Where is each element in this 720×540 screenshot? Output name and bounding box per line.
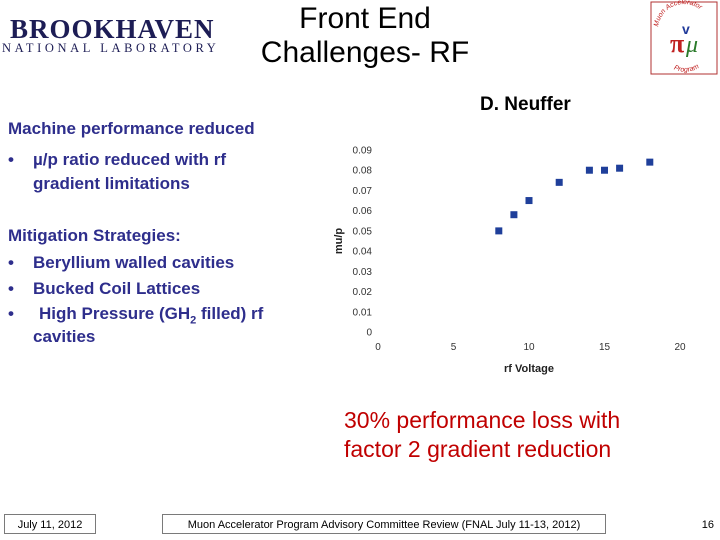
svg-text:Program: Program	[673, 63, 701, 74]
y-tick-label: 0.07	[353, 186, 373, 197]
y-tick-label: 0.05	[353, 226, 373, 237]
mitigation-heading: Mitigation Strategies:	[8, 226, 181, 245]
y-tick-label: 0.01	[353, 307, 373, 318]
bullet-marker: •	[8, 304, 14, 323]
x-tick-label: 10	[523, 342, 535, 353]
bullet-marker: •	[8, 150, 14, 169]
author-name: D. Neuffer	[480, 94, 571, 115]
bullet-marker: •	[8, 253, 14, 272]
data-point	[555, 178, 563, 186]
y-tick-label: 0.08	[353, 166, 373, 177]
svg-text:v: v	[682, 21, 690, 37]
y-tick-label: 0.06	[353, 206, 373, 217]
data-point	[525, 197, 533, 205]
performance-heading: Machine performance reduced	[8, 119, 255, 138]
mitigation-item-high-pressure: High Pressure (GH2 filled) rf	[39, 304, 264, 327]
x-tick-label: 15	[599, 342, 611, 353]
svg-text:μ: μ	[685, 32, 698, 58]
muon-accelerator-program-logo: Muon Accelerator π μ v Program	[650, 0, 718, 75]
slide-title-line1: Front End	[299, 2, 431, 35]
data-point	[495, 227, 503, 235]
svg-text:π: π	[670, 29, 684, 58]
y-tick-label: 0	[366, 328, 372, 339]
bullet-text-line2: gradient limitations	[33, 174, 190, 193]
page-number: 16	[701, 519, 714, 531]
mitigation-item-high-pressure-line2: cavities	[33, 327, 96, 346]
data-point	[585, 166, 593, 174]
slide-title-line2: Challenges- RF	[260, 36, 470, 69]
data-point	[616, 164, 624, 172]
data-point	[601, 166, 608, 174]
conclusion-line2: factor 2 gradient reduction	[344, 436, 612, 462]
conclusion-text: 30% performance loss with factor 2 gradi…	[344, 406, 620, 464]
y-tick-label: 0.02	[353, 287, 373, 298]
data-point	[646, 158, 654, 166]
mitigation-item-bucked-coil: Bucked Coil Lattices	[33, 279, 201, 298]
x-tick-label: 0	[375, 342, 381, 353]
y-tick-label: 0.09	[353, 146, 373, 157]
y-tick-label: 0.04	[353, 247, 373, 258]
bullet-marker: •	[8, 279, 14, 298]
y-axis-label: mu/p	[333, 228, 345, 255]
mu-p-vs-rf-voltage-chart: 0 0.01 0.02 0.03 0.04 0.05 0.06 0.07 0.08 0.09 0 5 1…	[333, 146, 686, 376]
brookhaven-logo-name: BROOKHAVEN	[10, 14, 215, 44]
mitigation-item-beryllium: Beryllium walled cavities	[33, 253, 235, 272]
data-point	[510, 211, 518, 219]
y-tick-label: 0.03	[353, 267, 373, 278]
bullet-text-line1: µ/p ratio reduced with rf	[33, 150, 227, 169]
x-axis-label: rf Voltage	[504, 363, 554, 375]
x-tick-label: 5	[451, 342, 457, 353]
brookhaven-logo-subtitle: NATIONAL LABORATORY	[2, 41, 220, 55]
x-tick-label: 20	[674, 342, 686, 353]
footer-date: July 11, 2012	[4, 514, 96, 534]
footer-event: Muon Accelerator Program Advisory Commit…	[162, 514, 606, 534]
conclusion-line1: 30% performance loss with	[344, 407, 621, 433]
